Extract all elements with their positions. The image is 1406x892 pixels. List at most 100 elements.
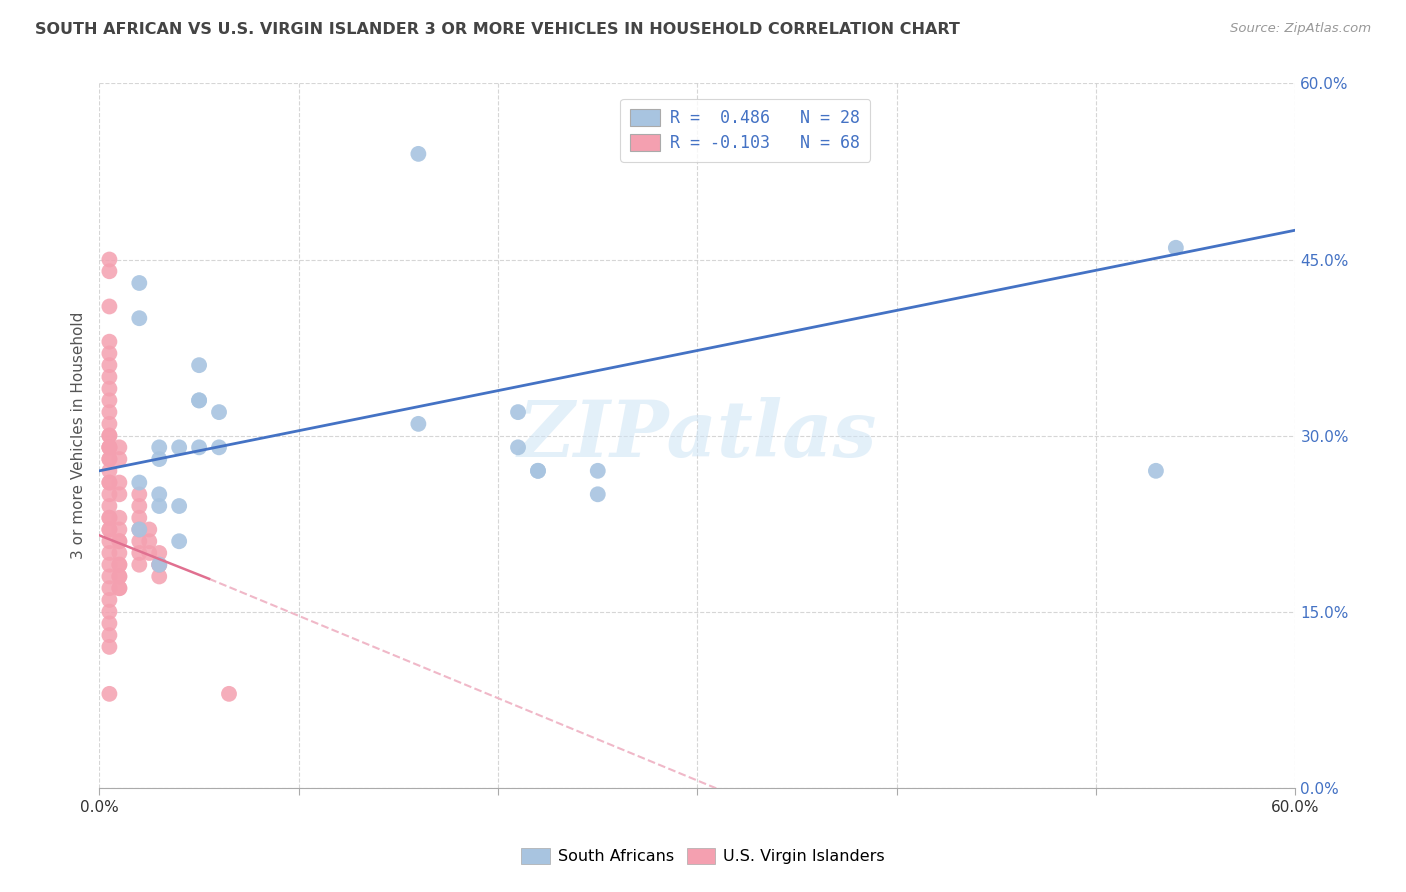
Point (98, 370, 121, 384)
Point (108, 534, 131, 549)
Point (108, 558, 131, 572)
Point (167, 499, 190, 513)
Point (138, 546, 160, 560)
Point (188, 358, 211, 372)
Point (98, 499, 121, 513)
Point (148, 440, 170, 454)
Point (98, 428, 121, 442)
Point (98, 569, 121, 583)
Point (98, 417, 121, 431)
Point (128, 510, 150, 524)
Legend: South Africans, U.S. Virgin Islanders: South Africans, U.S. Virgin Islanders (515, 841, 891, 871)
Point (586, 464, 609, 478)
Text: ZIPatlas: ZIPatlas (517, 397, 877, 474)
Point (98, 475, 121, 490)
Point (108, 569, 131, 583)
Point (98, 440, 121, 454)
Point (167, 440, 190, 454)
Point (98, 300, 121, 314)
Point (98, 558, 121, 572)
Point (208, 405, 231, 419)
Point (506, 405, 529, 419)
Point (208, 440, 231, 454)
Point (128, 523, 150, 537)
Point (108, 569, 131, 583)
Point (98, 382, 121, 396)
Point (98, 628, 121, 642)
Point (98, 452, 121, 467)
Point (128, 487, 150, 501)
Point (218, 687, 240, 701)
Point (138, 523, 160, 537)
Point (1164, 241, 1187, 255)
Point (527, 464, 550, 478)
Point (98, 252, 121, 267)
Point (128, 558, 150, 572)
Point (98, 510, 121, 524)
Point (98, 546, 121, 560)
Point (128, 546, 150, 560)
Point (98, 440, 121, 454)
Point (128, 475, 150, 490)
Point (108, 534, 131, 549)
Point (128, 534, 150, 549)
Point (98, 523, 121, 537)
Point (98, 405, 121, 419)
Point (148, 452, 170, 467)
Point (138, 534, 160, 549)
Point (98, 346, 121, 360)
Point (98, 523, 121, 537)
Point (98, 440, 121, 454)
Point (108, 558, 131, 572)
Point (148, 499, 170, 513)
Point (167, 534, 190, 549)
Point (108, 440, 131, 454)
Point (98, 428, 121, 442)
Point (148, 558, 170, 572)
Point (128, 276, 150, 290)
Point (98, 475, 121, 490)
Point (108, 452, 131, 467)
Point (98, 616, 121, 631)
Point (506, 440, 529, 454)
Point (586, 487, 609, 501)
Point (98, 534, 121, 549)
Point (188, 393, 211, 408)
Point (98, 510, 121, 524)
Point (408, 417, 430, 431)
Legend: R =  0.486   N = 28, R = -0.103   N = 68: R = 0.486 N = 28, R = -0.103 N = 68 (620, 99, 870, 161)
Point (108, 546, 131, 560)
Point (128, 499, 150, 513)
Point (128, 311, 150, 326)
Point (98, 452, 121, 467)
Point (188, 393, 211, 408)
Point (98, 487, 121, 501)
Point (108, 487, 131, 501)
Point (98, 581, 121, 595)
Point (148, 546, 170, 560)
Point (98, 593, 121, 607)
Point (98, 264, 121, 278)
Point (408, 147, 430, 161)
Point (1144, 464, 1167, 478)
Point (98, 605, 121, 619)
Point (108, 523, 131, 537)
Point (108, 581, 131, 595)
Point (98, 358, 121, 372)
Point (148, 558, 170, 572)
Point (128, 523, 150, 537)
Text: SOUTH AFRICAN VS U.S. VIRGIN ISLANDER 3 OR MORE VEHICLES IN HOUSEHOLD CORRELATIO: SOUTH AFRICAN VS U.S. VIRGIN ISLANDER 3 … (35, 22, 960, 37)
Point (98, 640, 121, 654)
Point (148, 569, 170, 583)
Point (98, 687, 121, 701)
Point (98, 464, 121, 478)
Point (98, 334, 121, 349)
Point (188, 440, 211, 454)
Point (108, 475, 131, 490)
Point (98, 393, 121, 408)
Y-axis label: 3 or more Vehicles in Household: 3 or more Vehicles in Household (72, 312, 86, 559)
Text: Source: ZipAtlas.com: Source: ZipAtlas.com (1230, 22, 1371, 36)
Point (148, 487, 170, 501)
Point (527, 464, 550, 478)
Point (108, 581, 131, 595)
